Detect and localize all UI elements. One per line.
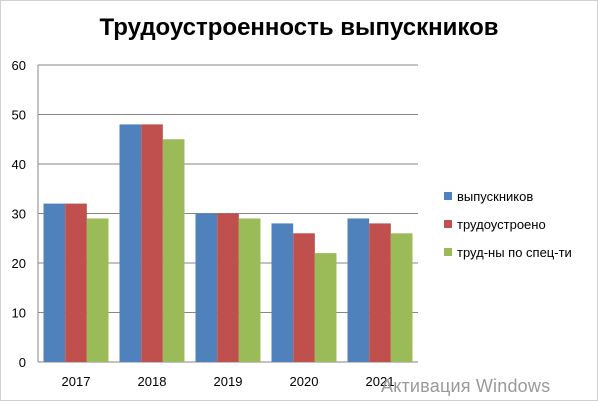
bar-2019-series-2 — [217, 213, 239, 362]
bar-2018-series-3 — [162, 139, 185, 362]
bar-2021-series-2 — [369, 223, 391, 362]
bar-2020-series-3 — [314, 253, 337, 362]
y-tick-label-10: 10 — [12, 306, 26, 321]
bar-2018-series-2 — [141, 124, 163, 363]
legend-label-series-3: труд-ны по спец-ти — [457, 244, 572, 260]
y-tick-label-60: 60 — [12, 58, 26, 73]
legend-swatch-series-2 — [444, 220, 452, 228]
bar-2020-series-2 — [293, 233, 315, 362]
bar-2017-series-3 — [86, 218, 109, 362]
legend-swatch-series-1 — [444, 192, 452, 200]
chart-title: Трудоустроенность выпускников — [99, 14, 499, 41]
bar-2018-series-1 — [119, 124, 142, 363]
x-tick-label-2020: 2020 — [290, 374, 319, 389]
legend-item-series-3: труд-ны по спец-ти — [444, 242, 572, 262]
y-tick-label-40: 40 — [12, 157, 26, 172]
bar-2021-series-3 — [390, 233, 413, 362]
windows-activation-watermark: Активация Windows — [381, 376, 551, 396]
bar-2019-series-1 — [195, 213, 218, 362]
legend: выпускников трудоустроено труд-ны по спе… — [444, 186, 572, 270]
y-tick-label-0: 0 — [19, 355, 26, 370]
bar-2019-series-3 — [238, 218, 261, 362]
x-tick-label-2019: 2019 — [214, 374, 243, 389]
bar-2020-series-1 — [271, 223, 294, 362]
y-tick-label-20: 20 — [12, 256, 26, 271]
legend-item-series-1: выпускников — [444, 186, 572, 206]
legend-label-series-2: трудоустроено — [457, 216, 546, 232]
y-tick-label-30: 30 — [12, 207, 26, 222]
bar-2017-series-2 — [65, 203, 87, 362]
legend-swatch-series-3 — [444, 248, 452, 256]
legend-label-series-1: выпускников — [457, 188, 534, 204]
legend-item-series-2: трудоустроено — [444, 214, 572, 234]
bar-2017-series-1 — [43, 203, 66, 362]
x-tick-label-2021: 2021 — [366, 374, 395, 389]
x-tick-label-2017: 2017 — [62, 374, 91, 389]
bar-2021-series-1 — [347, 218, 370, 362]
y-tick-label-50: 50 — [12, 108, 26, 123]
x-tick-label-2018: 2018 — [138, 374, 167, 389]
